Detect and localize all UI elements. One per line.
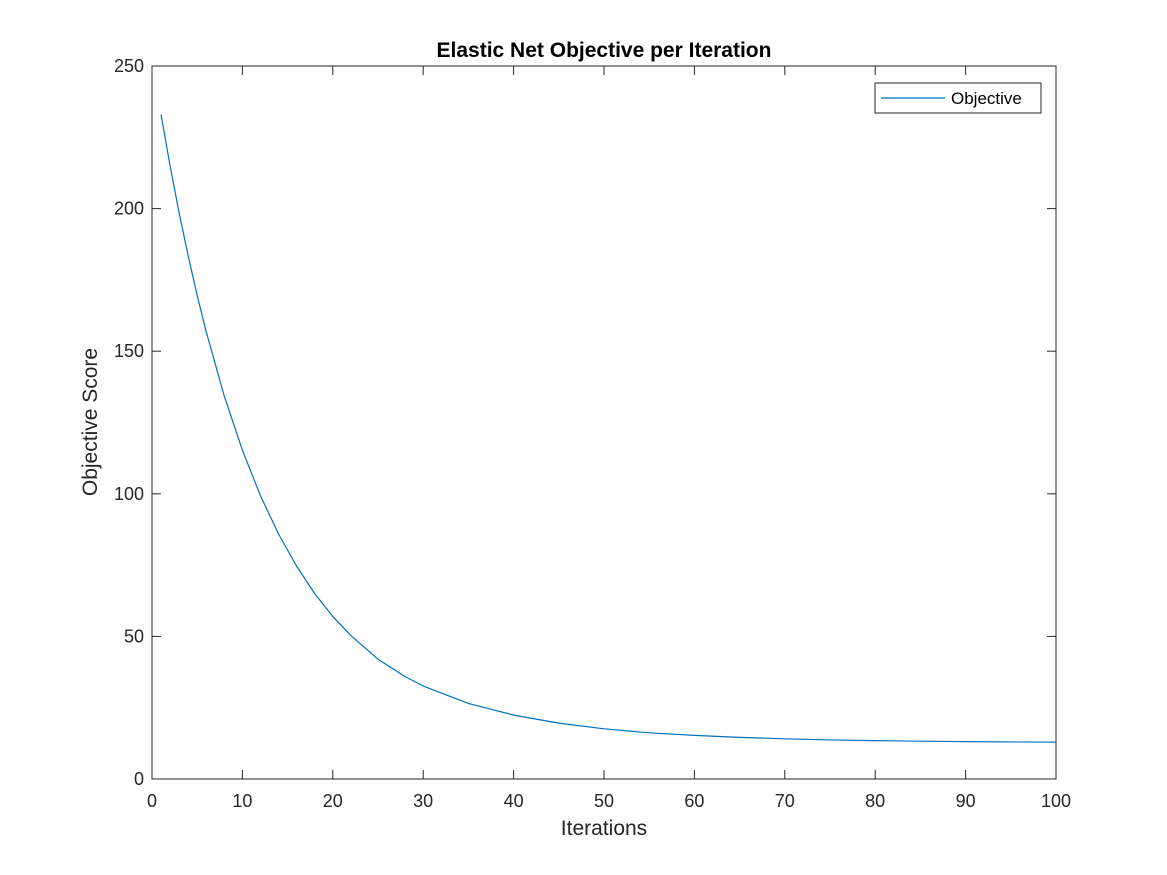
y-axis-title: Objective Score [79,348,102,496]
series-line-objective [160,114,1057,743]
x-axis-ticks: 0 10 20 30 40 50 60 70 80 90 100 [147,66,1071,811]
legend-label-objective: Objective [951,89,1022,108]
y-tick-label: 250 [114,56,144,76]
x-tick-label: 40 [504,791,524,811]
y-tick-label: 100 [114,484,144,504]
y-tick-label: 50 [124,626,144,646]
x-axis-title: Iterations [561,817,647,840]
x-tick-label: 20 [323,791,343,811]
series-layer [160,114,1057,743]
y-tick-label: 200 [114,199,144,219]
y-axis-ticks: 0 50 100 150 200 250 [114,56,1056,789]
x-tick-label: 50 [594,791,614,811]
plot-area: 0 10 20 30 40 50 60 70 80 90 100 0 50 100 150 200 250 [114,56,1071,811]
y-tick-label: 150 [114,341,144,361]
y-tick-label: 0 [134,769,144,789]
x-tick-label: 90 [956,791,976,811]
x-tick-label: 60 [684,791,704,811]
x-tick-label: 30 [413,791,433,811]
axes-box [151,65,1057,780]
x-tick-label: 10 [232,791,252,811]
x-tick-label: 100 [1041,791,1071,811]
legend: Objective [874,82,1042,114]
chart-title: Elastic Net Objective per Iteration [437,39,772,62]
x-tick-label: 80 [865,791,885,811]
x-tick-label: 0 [147,791,157,811]
x-tick-label: 70 [775,791,795,811]
